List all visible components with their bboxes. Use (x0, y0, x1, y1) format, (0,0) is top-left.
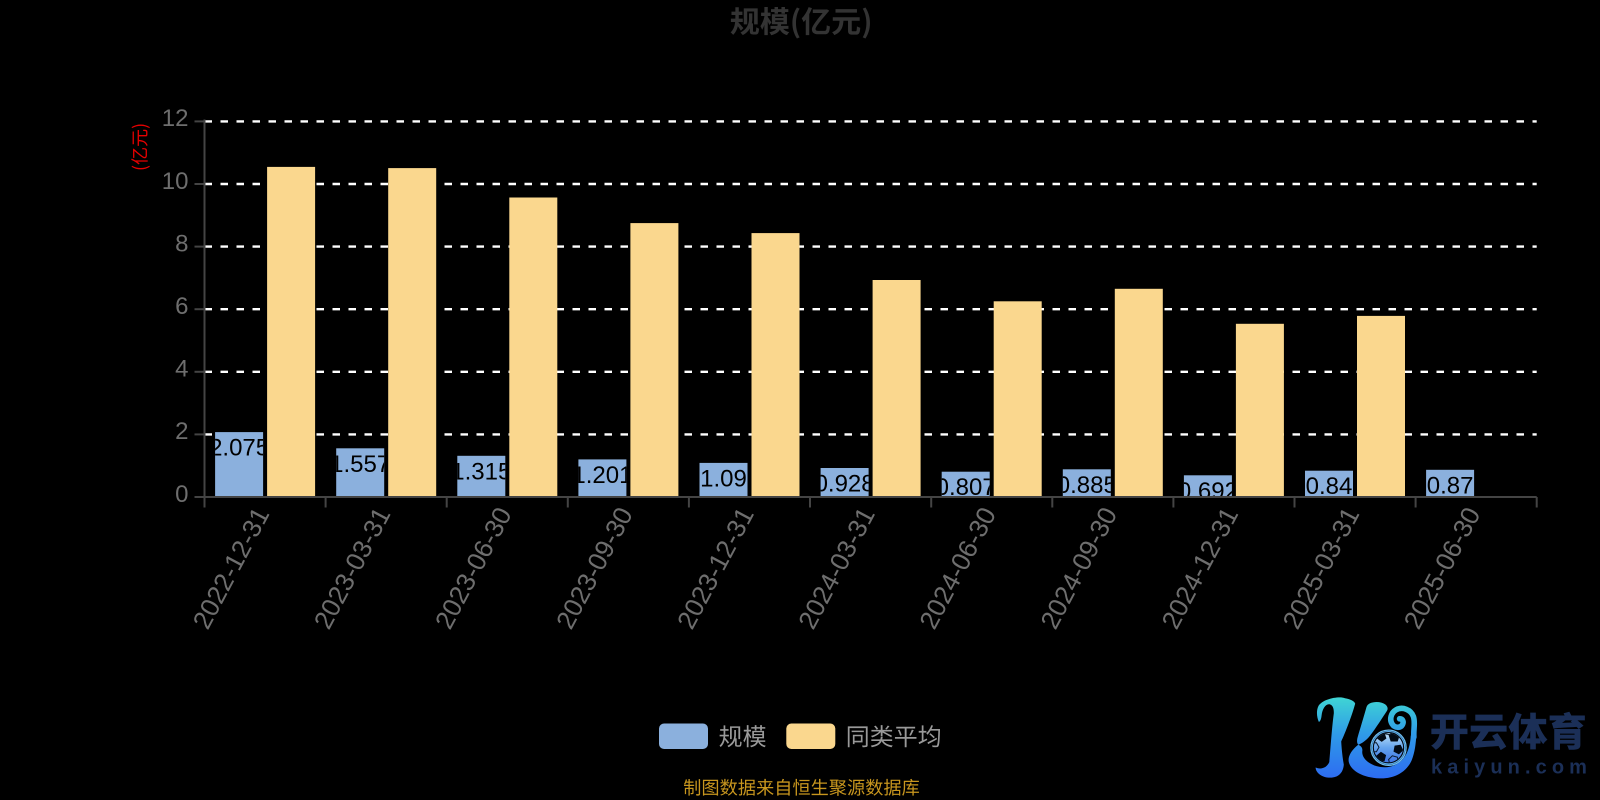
svg-text:1.557: 1.557 (330, 451, 390, 478)
svg-text:1.09: 1.09 (700, 465, 747, 492)
svg-text:0.885: 0.885 (1057, 472, 1117, 499)
svg-text:0.692: 0.692 (1178, 478, 1238, 505)
svg-text:12: 12 (162, 105, 189, 132)
svg-text:0.807: 0.807 (936, 474, 996, 501)
svg-text:kaiyun.com: kaiyun.com (1431, 757, 1592, 779)
svg-text:0.87: 0.87 (1427, 472, 1474, 499)
svg-text:4: 4 (175, 356, 188, 383)
svg-text:10: 10 (162, 168, 189, 195)
svg-text:2: 2 (175, 418, 188, 445)
svg-text:0.84: 0.84 (1306, 473, 1353, 500)
svg-text:8: 8 (175, 230, 188, 257)
svg-text:1.315: 1.315 (451, 458, 511, 485)
svg-text:0: 0 (175, 481, 188, 508)
svg-text:2.075: 2.075 (209, 435, 269, 462)
svg-text:6: 6 (175, 293, 188, 320)
svg-text:0.928: 0.928 (815, 471, 875, 498)
svg-text:1.201: 1.201 (572, 462, 632, 489)
